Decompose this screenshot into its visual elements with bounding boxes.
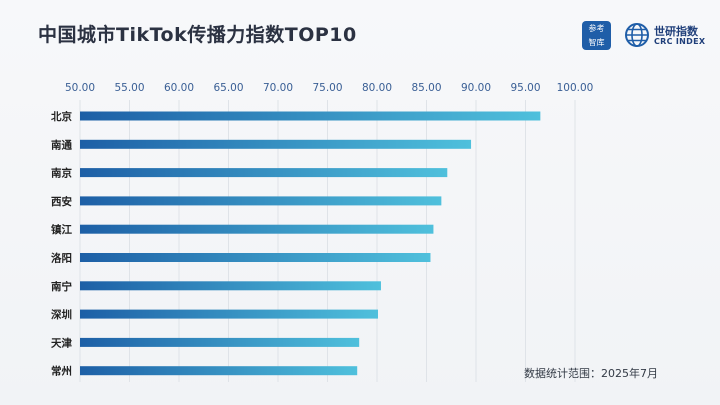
- x-tick-label: 70.00: [263, 82, 293, 94]
- x-tick-label: 75.00: [312, 82, 342, 94]
- x-tick-label: 80.00: [362, 82, 392, 94]
- bars: [80, 111, 541, 376]
- chart-title: 中国城市TikTok传播力指数TOP10: [38, 24, 357, 46]
- category-label: 西安: [51, 195, 72, 208]
- x-axis-ticks: 50.00 55.00 60.00 65.00 70.00 75.00 80.00 85.00…: [65, 82, 593, 94]
- x-tick-label: 60.00: [164, 82, 194, 94]
- think-tank-logo-line-1: 参考: [588, 23, 605, 33]
- crc-index-name: 世研指数: [654, 25, 698, 38]
- category-label: 南通: [51, 138, 72, 151]
- bar: [80, 337, 360, 347]
- category-label: 南宁: [51, 280, 72, 293]
- bar: [80, 366, 358, 376]
- x-tick-label: 85.00: [411, 82, 441, 94]
- bar: [80, 139, 472, 149]
- bar: [80, 196, 442, 206]
- category-label: 天津: [51, 336, 72, 349]
- x-tick-label: 55.00: [114, 82, 144, 94]
- category-label: 北京: [51, 110, 72, 123]
- bar: [80, 309, 378, 319]
- data-range-note: 数据统计范围：2025年7月: [524, 367, 658, 380]
- think-tank-logo-line-2: 智库: [588, 38, 605, 48]
- x-tick-label: 50.00: [65, 82, 95, 94]
- x-tick-label: 100.00: [557, 82, 594, 94]
- think-tank-logo: 参考 智库: [582, 21, 611, 50]
- category-label: 常州: [51, 365, 72, 378]
- category-label: 南京: [51, 167, 72, 180]
- bar: [80, 281, 381, 291]
- globe-icon: [625, 23, 649, 47]
- bar: [80, 253, 431, 262]
- category-label: 洛阳: [51, 252, 72, 265]
- x-tick-label: 65.00: [213, 82, 243, 94]
- bar: [80, 168, 448, 178]
- bar: [80, 224, 434, 234]
- category-label: 深圳: [51, 308, 72, 321]
- bar: [80, 111, 541, 121]
- crc-index-subtitle: CRC INDEX: [654, 37, 706, 46]
- category-label: 镇江: [51, 223, 72, 236]
- x-tick-label: 95.00: [510, 82, 540, 94]
- x-tick-label: 90.00: [461, 82, 491, 94]
